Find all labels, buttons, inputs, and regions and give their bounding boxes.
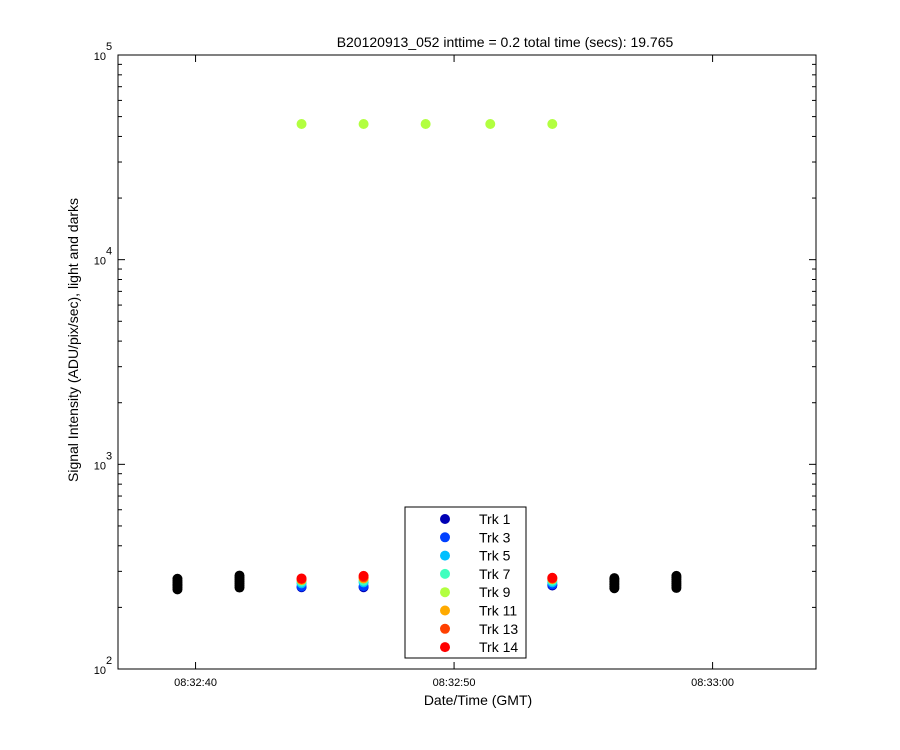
point-trk-9 [420, 119, 431, 130]
x-tick-label: 08:33:00 [691, 677, 734, 689]
point-trk-9 [296, 119, 307, 130]
y-tick-exponent: 4 [106, 246, 112, 258]
x-tick-label: 08:32:40 [174, 677, 217, 689]
dark-points-layer [172, 570, 682, 595]
legend-label: Trk 13 [479, 621, 518, 637]
y-tick-label: 10 [94, 51, 106, 63]
point-trk-9 [547, 119, 558, 130]
plot-frame [117, 54, 817, 670]
y-tick-exponent: 2 [106, 655, 112, 667]
x-axis-ticks: 08:32:40 08:32:50 08:33:00 [174, 55, 734, 689]
series-points-layer [296, 119, 558, 593]
x-axis-label: Date/Time (GMT) [424, 692, 532, 708]
legend-label: Trk 5 [479, 548, 511, 564]
y-tick-exponent: 3 [106, 450, 112, 462]
point-trk-9 [358, 119, 369, 130]
point-trk-14 [358, 570, 369, 581]
y-tick-label: 10 [94, 460, 106, 472]
legend-marker [440, 623, 450, 634]
dark-point [671, 570, 682, 581]
legend-label: Trk 14 [479, 639, 518, 655]
legend-marker [440, 642, 450, 653]
point-trk-14 [296, 573, 307, 584]
legend-marker [440, 587, 450, 598]
legend-label: Trk 9 [479, 584, 511, 600]
legend-marker [440, 532, 450, 543]
legend-marker [440, 568, 450, 579]
legend-marker [440, 605, 450, 616]
legend-label: Trk 1 [479, 511, 511, 527]
y-tick-label: 10 [94, 665, 106, 677]
dark-point [172, 573, 183, 584]
dark-point [234, 570, 245, 581]
dark-point [609, 573, 620, 584]
legend-marker [440, 514, 450, 524]
y-tick-exponent: 5 [106, 41, 112, 53]
x-tick-label: 08:32:50 [433, 677, 476, 689]
legend-label: Trk 3 [479, 529, 511, 545]
legend-label: Trk 7 [479, 566, 511, 582]
point-trk-14 [547, 572, 558, 583]
y-tick-label: 10 [94, 256, 106, 268]
y-axis-label: Signal Intensity (ADU/pix/sec), light an… [65, 198, 81, 482]
legend-marker [440, 550, 450, 561]
point-trk-9 [485, 119, 496, 130]
legend: Trk 1 Trk 3 Trk 5 Trk 7 Trk 9 Trk 11 Trk 13 Trk… [404, 506, 527, 659]
legend-label: Trk 11 [479, 603, 517, 619]
legend-box [404, 506, 527, 659]
chart-title: B20120913_052 inttime = 0.2 total time (… [337, 34, 674, 50]
